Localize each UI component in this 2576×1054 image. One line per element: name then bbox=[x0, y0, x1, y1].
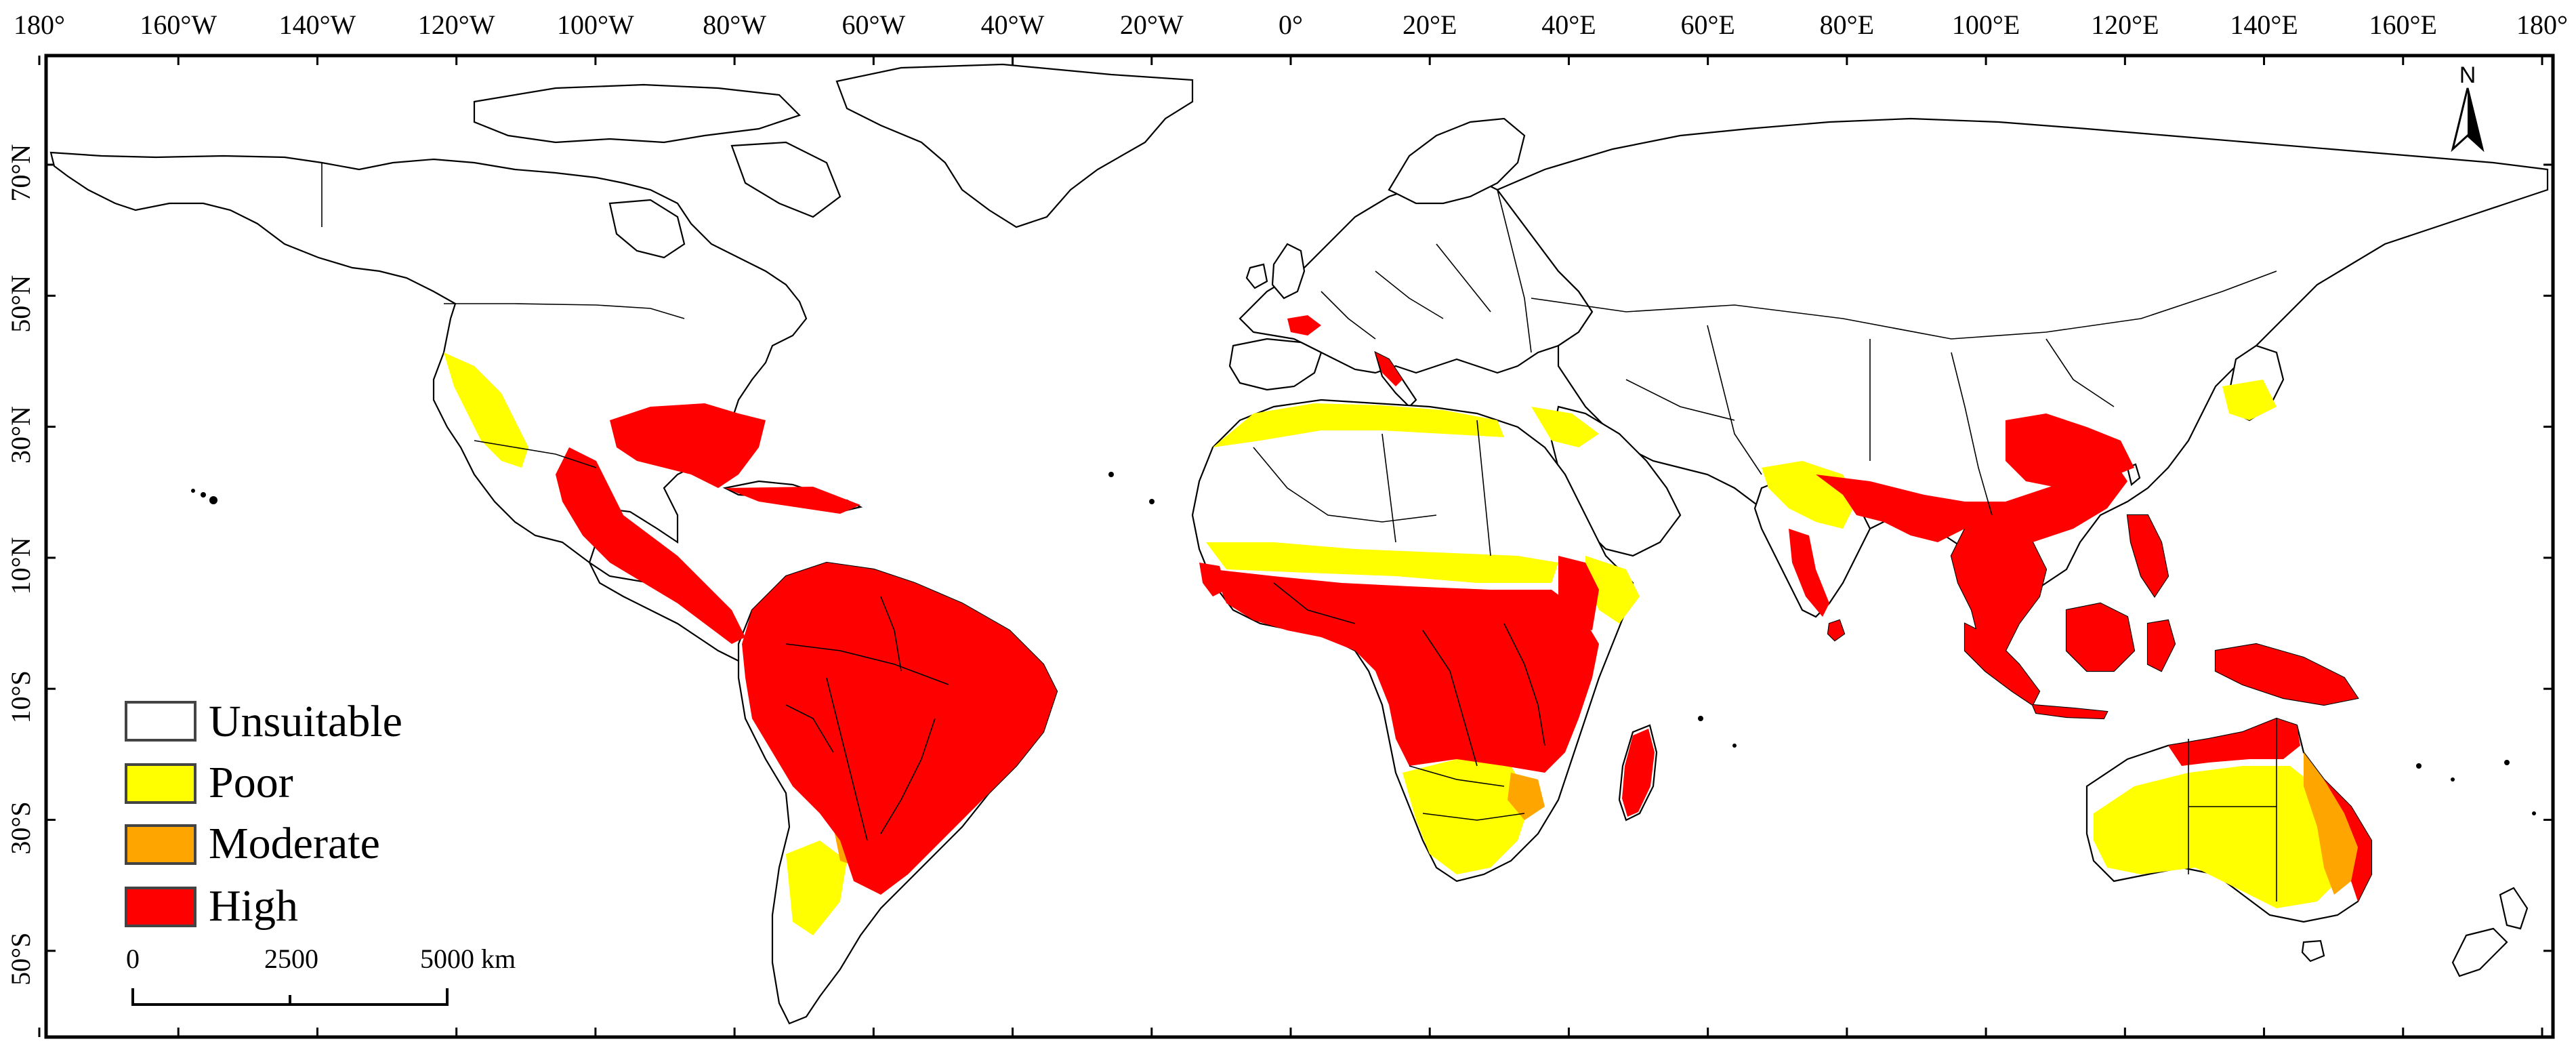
scale-label-5000: 5000 km bbox=[420, 944, 516, 974]
longitude-tick-label: 100°W bbox=[557, 9, 634, 40]
longitude-tick-label: 20°E bbox=[1403, 9, 1457, 40]
hawaii-island bbox=[201, 492, 206, 498]
legend-swatch-high bbox=[126, 888, 195, 926]
latitude-tick-label: 10°S bbox=[5, 670, 36, 723]
latitude-tick-labels: 70°N 50°N 30°N 10°N 10°S 30°S 50°S bbox=[5, 144, 36, 986]
longitude-tick-label: 120°E bbox=[2091, 9, 2159, 40]
longitude-tick-label: 180° bbox=[2516, 9, 2568, 40]
latitude-tick-label: 30°S bbox=[5, 801, 36, 854]
longitude-tick-label: 40°E bbox=[1541, 9, 1596, 40]
hawaii-island bbox=[209, 496, 217, 504]
legend-swatch-poor bbox=[126, 765, 195, 803]
latitude-tick-label: 30°N bbox=[5, 406, 36, 464]
legend-swatch-moderate bbox=[126, 826, 195, 864]
pacific-island bbox=[2504, 760, 2510, 765]
longitude-tick-label: 60°W bbox=[842, 9, 905, 40]
longitude-tick-label: 80°E bbox=[1820, 9, 1874, 40]
pacific-island bbox=[2416, 763, 2422, 769]
longitude-tick-label: 0° bbox=[1279, 9, 1303, 40]
pacific-island bbox=[2451, 777, 2455, 782]
hawaii-island bbox=[191, 489, 195, 493]
legend-swatch-unsuitable bbox=[126, 702, 195, 740]
scale-label-0: 0 bbox=[126, 944, 140, 974]
legend-label-moderate: Moderate bbox=[209, 819, 380, 868]
longitude-tick-label: 80°W bbox=[703, 9, 766, 40]
longitude-tick-label: 140°E bbox=[2230, 9, 2298, 40]
indian-ocean-island bbox=[1732, 744, 1737, 748]
legend-label-unsuitable: Unsuitable bbox=[209, 697, 402, 746]
latitude-tick-label: 50°N bbox=[5, 275, 36, 333]
longitude-tick-label: 140°W bbox=[279, 9, 356, 40]
atlantic-island bbox=[1149, 499, 1155, 504]
longitude-tick-label: 40°W bbox=[981, 9, 1045, 40]
pacific-island bbox=[2532, 811, 2536, 815]
legend-label-high: High bbox=[209, 881, 298, 931]
longitude-tick-label: 60°E bbox=[1680, 9, 1734, 40]
latitude-tick-label: 10°N bbox=[5, 537, 36, 594]
longitude-tick-label: 100°E bbox=[1952, 9, 2020, 40]
longitude-tick-label: 160°E bbox=[2369, 9, 2437, 40]
latitude-tick-label: 70°N bbox=[5, 144, 36, 202]
longitude-tick-label: 120°W bbox=[418, 9, 495, 40]
scale-label-2500: 2500 bbox=[264, 944, 318, 974]
longitude-tick-label: 20°W bbox=[1120, 9, 1184, 40]
longitude-tick-labels: 180° 160°W 140°W 120°W 100°W 80°W 60°W 40°W 20°W… bbox=[14, 9, 2568, 40]
legend-label-poor: Poor bbox=[209, 758, 293, 807]
latitude-tick-label: 50°S bbox=[5, 933, 36, 986]
longitude-tick-label: 160°W bbox=[140, 9, 217, 40]
north-arrow-label: N bbox=[2459, 62, 2476, 88]
indian-ocean-island bbox=[1698, 716, 1703, 721]
longitude-tick-label: 180° bbox=[14, 9, 65, 40]
atlantic-island bbox=[1108, 472, 1114, 477]
